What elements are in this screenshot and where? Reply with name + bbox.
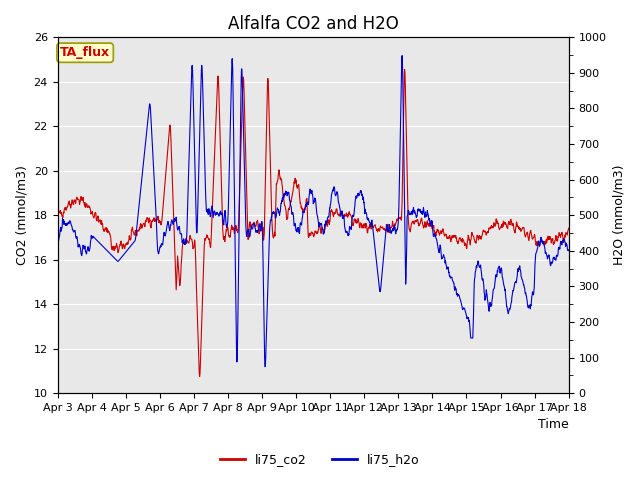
li75_co2 <box>392 219 400 225</box>
li75_h2o <box>54 245 61 251</box>
li75_h2o <box>392 228 400 234</box>
Line: li75_co2: li75_co2 <box>58 70 569 376</box>
li75_co2 <box>196 373 204 379</box>
li75_h2o <box>398 53 406 59</box>
Y-axis label: CO2 (mmol/m3): CO2 (mmol/m3) <box>15 165 28 265</box>
li75_co2 <box>505 218 513 224</box>
li75_co2 <box>565 225 573 231</box>
li75_co2 <box>225 233 232 239</box>
Title: Alfalfa CO2 and H2O: Alfalfa CO2 and H2O <box>228 15 399 33</box>
li75_h2o <box>261 364 269 370</box>
Y-axis label: H2O (mmol/m3): H2O (mmol/m3) <box>612 165 625 265</box>
Text: TA_flux: TA_flux <box>60 46 110 59</box>
li75_h2o <box>155 251 163 256</box>
li75_h2o <box>565 248 573 253</box>
li75_h2o <box>225 204 232 209</box>
li75_co2 <box>155 220 163 226</box>
li75_co2 <box>54 213 61 219</box>
li75_co2 <box>401 67 408 72</box>
Legend: li75_co2, li75_h2o: li75_co2, li75_h2o <box>215 448 425 471</box>
li75_co2 <box>168 144 175 150</box>
li75_co2 <box>460 237 467 243</box>
li75_h2o <box>168 219 175 225</box>
X-axis label: Time: Time <box>538 419 569 432</box>
li75_h2o <box>460 305 467 311</box>
li75_h2o <box>505 309 513 314</box>
Line: li75_h2o: li75_h2o <box>58 56 569 367</box>
